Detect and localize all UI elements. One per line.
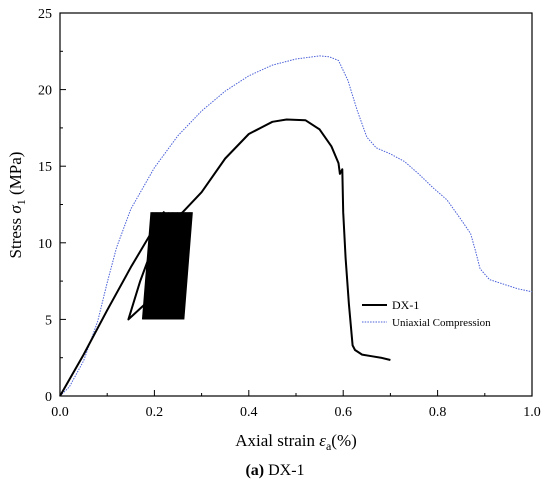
y-tick-label: 25 — [38, 7, 52, 22]
y-axis-ticks: 0 5 10 15 20 25 — [38, 7, 66, 405]
figure-caption: (a) DX-1 — [0, 462, 550, 480]
plot-frame — [59, 12, 533, 397]
series-layer — [59, 55, 533, 397]
x-axis-ticks: 0.0 0.2 0.4 0.6 0.8 1.0 — [51, 390, 541, 420]
y-tick-label: 0 — [45, 390, 52, 405]
plot-area-border — [59, 12, 533, 397]
x-tick-label: 0.2 — [146, 405, 164, 420]
y-tick-label: 15 — [38, 160, 52, 175]
legend-dx1-label: DX-1 — [392, 298, 419, 312]
y-axis-label: Stress σ1 (MPa) — [6, 152, 28, 259]
caption-text: DX-1 — [264, 462, 305, 479]
x-tick-label: 0.0 — [51, 405, 69, 420]
caption-label: (a) — [245, 462, 265, 479]
series-dx1-line — [59, 118, 391, 397]
legend: DX-1 Uniaxial Compression — [362, 298, 491, 329]
x-axis-label: Axial strain εa(%) — [235, 431, 357, 453]
x-tick-label: 0.4 — [240, 405, 258, 420]
series-uniaxial-compression-line — [59, 55, 533, 397]
x-tick-label: 1.0 — [523, 405, 541, 420]
series-dx1-cyclic-loops — [141, 212, 193, 320]
legend-uniaxial-label: Uniaxial Compression — [392, 317, 491, 329]
y-tick-label: 5 — [45, 313, 52, 328]
x-tick-label: 0.6 — [334, 405, 352, 420]
y-tick-label: 10 — [38, 237, 52, 252]
x-tick-label: 0.8 — [429, 405, 447, 420]
y-tick-label: 20 — [38, 84, 52, 99]
